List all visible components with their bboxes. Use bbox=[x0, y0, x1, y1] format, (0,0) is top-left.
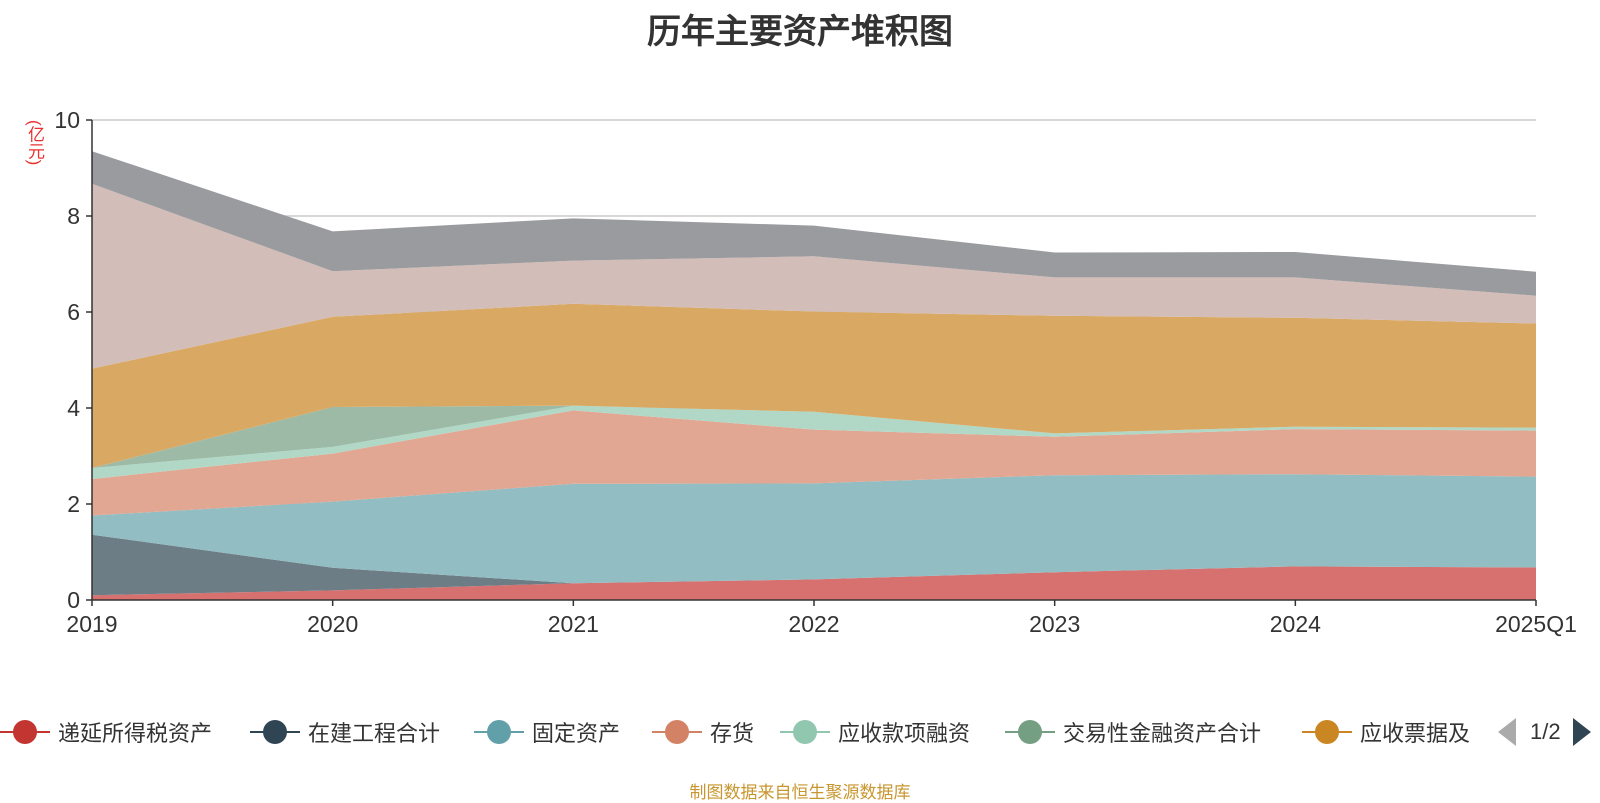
legend-label: 固定资产 bbox=[532, 721, 621, 746]
x-tick-label: 2021 bbox=[548, 611, 599, 637]
legend-marker-icon bbox=[1302, 720, 1352, 744]
y-tick-label: 10 bbox=[54, 107, 80, 133]
x-tick-label: 2022 bbox=[788, 611, 839, 637]
series-area-5 bbox=[92, 405, 1536, 468]
y-tick-label: 4 bbox=[67, 395, 80, 421]
y-tick-label: 0 bbox=[67, 587, 80, 613]
x-tick-label: 2024 bbox=[1270, 611, 1321, 637]
y-tick-label: 2 bbox=[67, 491, 80, 517]
x-tick-label: 2019 bbox=[66, 611, 117, 637]
legend-item-5[interactable]: 交易性金融资产合计 bbox=[1005, 712, 1261, 752]
legend-label: 交易性金融资产合计 bbox=[1063, 721, 1262, 746]
legend-item-4[interactable]: 应收款项融资 bbox=[780, 712, 970, 752]
legend-label: 应收款项融资 bbox=[838, 721, 971, 746]
stacked-area-chart: 0 2 4 6 8 10 2019 2020 2021 2022 2023 2024 2025Q1 bbox=[54, 107, 1577, 637]
legend-next-page-icon[interactable] bbox=[1572, 718, 1591, 746]
x-tick-label: 2025Q1 bbox=[1495, 611, 1577, 637]
legend-label: 存货 bbox=[710, 721, 755, 746]
x-tick-label: 2023 bbox=[1029, 611, 1080, 637]
series-area-4 bbox=[92, 405, 1536, 479]
series-area-2 bbox=[92, 474, 1536, 584]
legend-label: 在建工程合计 bbox=[308, 721, 441, 746]
legend-item-6[interactable]: 应收票据及 bbox=[1302, 712, 1470, 752]
legend-item-3[interactable]: 存货 bbox=[652, 712, 754, 752]
series-area-1 bbox=[92, 534, 1536, 596]
series-area-8 bbox=[92, 151, 1536, 296]
legend-prev-page-icon[interactable] bbox=[1498, 718, 1516, 746]
y-tick-label: 8 bbox=[67, 203, 80, 229]
legend-item-1[interactable]: 在建工程合计 bbox=[250, 712, 440, 752]
legend-marker-icon bbox=[1005, 720, 1055, 744]
series-area-3 bbox=[92, 410, 1536, 516]
data-source-note: 制图数据来自恒生聚源数据库 bbox=[689, 783, 911, 802]
legend: 递延所得税资产 在建工程合计 固定资产 存货 应收款项融资 交易性金融资产合计 应收票据及 bbox=[0, 712, 1600, 752]
legend-marker-icon bbox=[250, 720, 300, 744]
series-area-0 bbox=[92, 566, 1536, 600]
legend-marker-icon bbox=[474, 720, 524, 744]
y-tick-label: 6 bbox=[67, 299, 80, 325]
legend-page-indicator: 1/2 bbox=[1530, 719, 1561, 744]
legend-item-0[interactable]: 递延所得税资产 bbox=[0, 712, 212, 752]
y-axis-unit-label: (亿元) bbox=[25, 120, 44, 166]
legend-item-2[interactable]: 固定资产 bbox=[474, 712, 620, 752]
series-area-7 bbox=[92, 183, 1536, 369]
legend-pager: 1/2 bbox=[1498, 712, 1591, 752]
legend-marker-icon bbox=[652, 720, 702, 744]
legend-marker-icon bbox=[780, 720, 830, 744]
series-area-6 bbox=[92, 303, 1536, 468]
legend-label: 应收票据及 bbox=[1360, 721, 1471, 746]
legend-marker-icon bbox=[0, 720, 50, 744]
chart-title: 历年主要资产堆积图 bbox=[647, 13, 953, 51]
legend-label: 递延所得税资产 bbox=[58, 721, 213, 746]
x-tick-label: 2020 bbox=[307, 611, 358, 637]
